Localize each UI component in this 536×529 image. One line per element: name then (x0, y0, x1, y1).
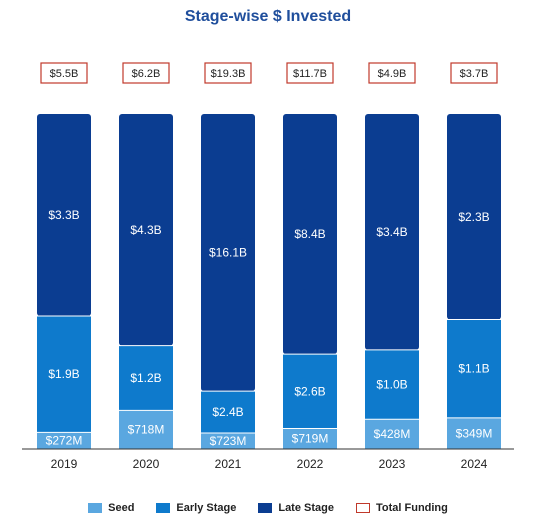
legend-swatch-total-funding (355, 503, 370, 513)
bar-seed-2021 (201, 433, 255, 449)
bar-seed-2022 (283, 428, 337, 449)
legend-label-total-funding: Total Funding (375, 502, 448, 514)
total-funding-label-2021: $19.3B (211, 68, 246, 80)
data-label-early-stage-2024: $1.1B (458, 362, 489, 376)
data-label-early-stage-2022: $2.6B (294, 384, 325, 398)
data-label-late-stage-2019: $3.3B (48, 208, 79, 222)
bar-early-stage-2023 (365, 349, 419, 420)
total-funding-label-2024: $3.7B (460, 68, 489, 80)
data-label-seed-2021: $723M (210, 434, 247, 448)
total-funding-label-2022: $11.7B (293, 68, 327, 80)
legend-swatch-late-stage (258, 503, 273, 513)
data-label-late-stage-2023: $3.4B (376, 225, 407, 239)
bar-early-stage-2024 (447, 319, 501, 418)
bar-late-stage-2023 (365, 114, 419, 350)
legend-item-early-stage[interactable]: Early Stage (156, 502, 236, 514)
data-label-seed-2023: $428M (374, 427, 411, 441)
legend-item-total-funding[interactable]: Total Funding (355, 502, 448, 514)
data-label-late-stage-2022: $8.4B (294, 227, 325, 241)
x-tick-label-2023: 2023 (379, 457, 406, 471)
bar-late-stage-2022 (283, 114, 337, 355)
total-funding-box-2024 (450, 62, 498, 84)
legend-item-late-stage[interactable]: Late Stage (258, 502, 334, 514)
total-funding-box-2022 (286, 62, 334, 84)
data-label-early-stage-2019: $1.9B (48, 367, 79, 381)
legend-swatch-early-stage (156, 503, 171, 513)
x-tick-label-2020: 2020 (133, 457, 160, 471)
bar-early-stage-2020 (119, 345, 173, 411)
bar-early-stage-2022 (283, 354, 337, 429)
total-funding-box-2020 (122, 62, 170, 84)
total-funding-label-2019: $5.5B (50, 68, 79, 80)
data-label-seed-2020: $718M (128, 423, 165, 437)
data-label-early-stage-2021: $2.4B (212, 405, 243, 419)
x-tick-label-2024: 2024 (461, 457, 488, 471)
data-label-late-stage-2021: $16.1B (209, 246, 247, 260)
legend-item-seed[interactable]: Seed (88, 502, 134, 514)
bar-seed-2023 (365, 419, 419, 449)
bar-late-stage-2019 (37, 114, 91, 317)
chart-legend: Seed Early Stage Late Stage Total Fundin… (0, 502, 536, 514)
bar-early-stage-2021 (201, 391, 255, 433)
bar-late-stage-2020 (119, 114, 173, 346)
total-funding-box-2019 (40, 62, 88, 84)
data-label-seed-2019: $272M (46, 434, 83, 448)
bar-late-stage-2024 (447, 114, 501, 320)
x-tick-label-2021: 2021 (215, 457, 242, 471)
total-funding-label-2023: $4.9B (378, 68, 407, 80)
bar-seed-2019 (37, 432, 91, 449)
bar-late-stage-2021 (201, 114, 255, 392)
bar-seed-2024 (447, 417, 501, 449)
data-label-early-stage-2023: $1.0B (376, 378, 407, 392)
data-label-seed-2024: $349M (456, 426, 493, 440)
total-funding-label-2020: $6.2B (132, 68, 161, 80)
total-funding-box-2023 (368, 62, 416, 84)
x-tick-label-2019: 2019 (51, 457, 78, 471)
bar-seed-2020 (119, 410, 173, 449)
legend-label-early-stage: Early Stage (176, 502, 237, 514)
chart-title: Stage-wise $ Invested (184, 8, 352, 25)
total-funding-box-2021 (204, 62, 252, 84)
data-label-late-stage-2024: $2.3B (458, 210, 489, 224)
legend-swatch-seed (88, 503, 103, 513)
x-tick-label-2022: 2022 (297, 457, 324, 471)
legend-label-late-stage: Late Stage (278, 502, 334, 514)
data-label-early-stage-2020: $1.2B (130, 371, 161, 385)
legend-label-seed: Seed (108, 502, 135, 514)
data-label-seed-2022: $719M (292, 432, 329, 446)
stacked-bar-chart: $272M $1.9B $3.3B $5.5B 2019 $718M $1.2B $4.3B $… (22, 62, 514, 471)
data-label-late-stage-2020: $4.3B (130, 223, 161, 237)
bar-early-stage-2019 (37, 316, 91, 433)
